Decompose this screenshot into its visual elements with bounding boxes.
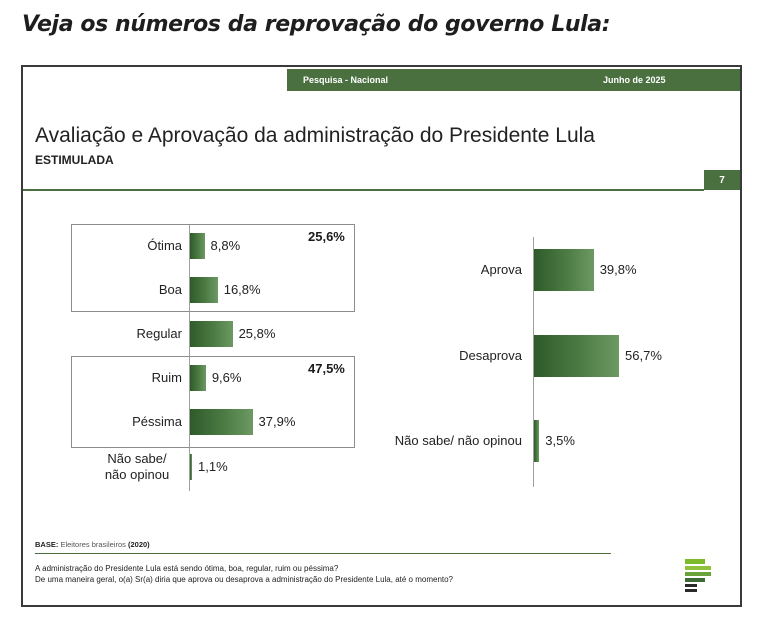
evaluation-ruim-value: 9,6% (211, 370, 242, 385)
question-evaluation: A administração do Presidente Lula está … (35, 564, 339, 573)
evaluation-nao-sabe-nao-opinou-bar (190, 454, 192, 480)
approval-nao-sabe-nao-opinou-label: Não sabe/ não opinou (394, 433, 522, 448)
evaluation-nao-sabe-nao-opinou-label: Não sabe/ não opinou (104, 451, 170, 482)
positive-group-total: 25,6% (308, 229, 345, 244)
approval-aprova-label: Aprova (480, 262, 522, 277)
evaluation-pessima-bar (190, 409, 253, 435)
approval-nao-sabe-nao-opinou-bar (534, 420, 540, 462)
approval-desaprova-label: Desaprova (459, 348, 522, 363)
approval-desaprova-bar (534, 335, 620, 377)
base-year: (2020) (127, 540, 150, 549)
approval-aprova-bar (534, 249, 594, 291)
evaluation-regular-label: Regular (136, 326, 182, 341)
approval-nao-sabe-nao-opinou-value: 3,5% (545, 433, 575, 448)
negative-group-box (71, 356, 355, 448)
base-label: BASE: (35, 540, 59, 549)
evaluation-boa-value: 16,8% (223, 282, 261, 297)
evaluation-boa-bar (190, 277, 218, 303)
institute-logo (685, 559, 711, 592)
right-chart-axis (533, 237, 534, 487)
page-number: 7 (704, 170, 740, 190)
survey-header-bar: Pesquisa - Nacional Junho de 2025 (287, 69, 740, 91)
survey-date: Junho de 2025 (603, 75, 666, 85)
evaluation-otima-bar (190, 233, 205, 259)
evaluation-ruim-bar (190, 365, 206, 391)
footer-divider (35, 553, 611, 554)
evaluation-regular-value: 25,8% (238, 326, 276, 341)
approval-aprova-value: 39,8% (599, 262, 637, 277)
negative-group-total: 47,5% (308, 361, 345, 376)
evaluation-pessima-value: 37,9% (258, 414, 296, 429)
evaluation-regular-bar (190, 321, 233, 347)
base-note: BASE: Eleitores brasileiros (2020) (35, 540, 150, 549)
evaluation-boa-label: Boa (158, 282, 182, 297)
slide-subtitle: ESTIMULADA (35, 153, 114, 167)
approval-desaprova-value: 56,7% (625, 348, 662, 363)
evaluation-otima-label: Ótima (147, 238, 182, 253)
positive-group-box (71, 224, 355, 312)
slide-title: Avaliação e Aprovação da administração d… (35, 124, 595, 147)
evaluation-nao-sabe-nao-opinou-value: 1,1% (198, 459, 228, 474)
evaluation-ruim-label: Ruim (151, 370, 182, 385)
base-text: Eleitores brasileiros (60, 540, 126, 549)
survey-slide: Pesquisa - Nacional Junho de 2025 Avalia… (21, 65, 742, 607)
evaluation-pessima-label: Péssima (132, 414, 182, 429)
title-divider (23, 189, 704, 191)
evaluation-otima-value: 8,8% (210, 238, 241, 253)
left-chart-axis (189, 225, 190, 491)
page-headline: Veja os números da reprovação do governo… (22, 12, 611, 37)
survey-label: Pesquisa - Nacional (303, 75, 389, 85)
question-approval: De uma maneira geral, o(a) Sr(a) diria q… (35, 575, 454, 584)
